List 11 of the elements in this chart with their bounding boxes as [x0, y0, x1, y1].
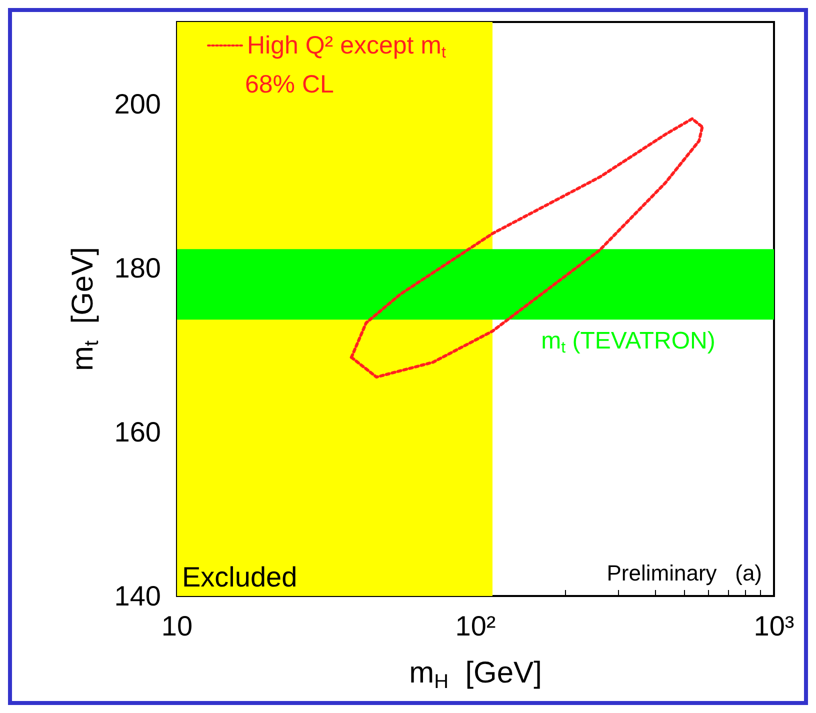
y-tick-label: 200	[114, 88, 161, 120]
x-tick-label: 10²	[455, 610, 496, 642]
y-tick-label: 180	[114, 252, 161, 284]
band-label: Excluded	[182, 562, 298, 592]
x-tick-label: 10³	[754, 610, 794, 642]
x-tick-label: 10	[161, 610, 193, 642]
annotation: 68% CL	[245, 70, 334, 98]
y-axis-title: mt [GeV]	[66, 247, 103, 371]
y-tick-label: 140	[114, 580, 161, 612]
y-tick-label: 160	[114, 416, 161, 448]
annotation: Preliminary (a)	[606, 560, 762, 586]
